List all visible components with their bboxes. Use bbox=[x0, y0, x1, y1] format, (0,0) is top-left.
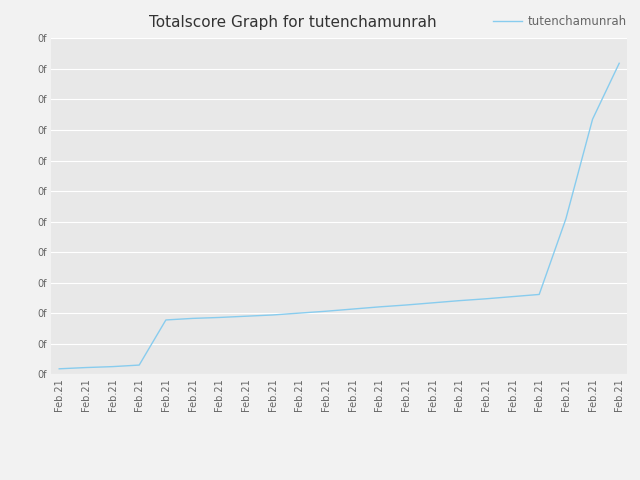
tutenchamunrah bbox=[375, 304, 383, 310]
tutenchamunrah bbox=[269, 312, 276, 318]
tutenchamunrah bbox=[242, 313, 250, 319]
tutenchamunrah bbox=[509, 294, 516, 300]
tutenchamunrah bbox=[535, 291, 543, 297]
tutenchamunrah bbox=[349, 306, 356, 312]
tutenchamunrah bbox=[402, 302, 410, 308]
Title: Totalscore Graph for tutenchamunrah: Totalscore Graph for tutenchamunrah bbox=[149, 15, 437, 30]
tutenchamunrah bbox=[322, 308, 330, 314]
tutenchamunrah bbox=[616, 60, 623, 66]
tutenchamunrah bbox=[482, 296, 490, 302]
tutenchamunrah bbox=[429, 300, 436, 306]
tutenchamunrah bbox=[56, 366, 63, 372]
tutenchamunrah bbox=[562, 216, 570, 222]
tutenchamunrah bbox=[109, 364, 116, 370]
tutenchamunrah bbox=[82, 365, 90, 371]
tutenchamunrah bbox=[296, 310, 303, 316]
tutenchamunrah bbox=[162, 317, 170, 323]
tutenchamunrah bbox=[189, 315, 196, 321]
tutenchamunrah bbox=[455, 298, 463, 303]
Legend: tutenchamunrah: tutenchamunrah bbox=[493, 15, 627, 28]
tutenchamunrah bbox=[136, 362, 143, 368]
Line: tutenchamunrah: tutenchamunrah bbox=[60, 63, 620, 369]
tutenchamunrah bbox=[589, 117, 596, 122]
tutenchamunrah bbox=[215, 314, 223, 320]
